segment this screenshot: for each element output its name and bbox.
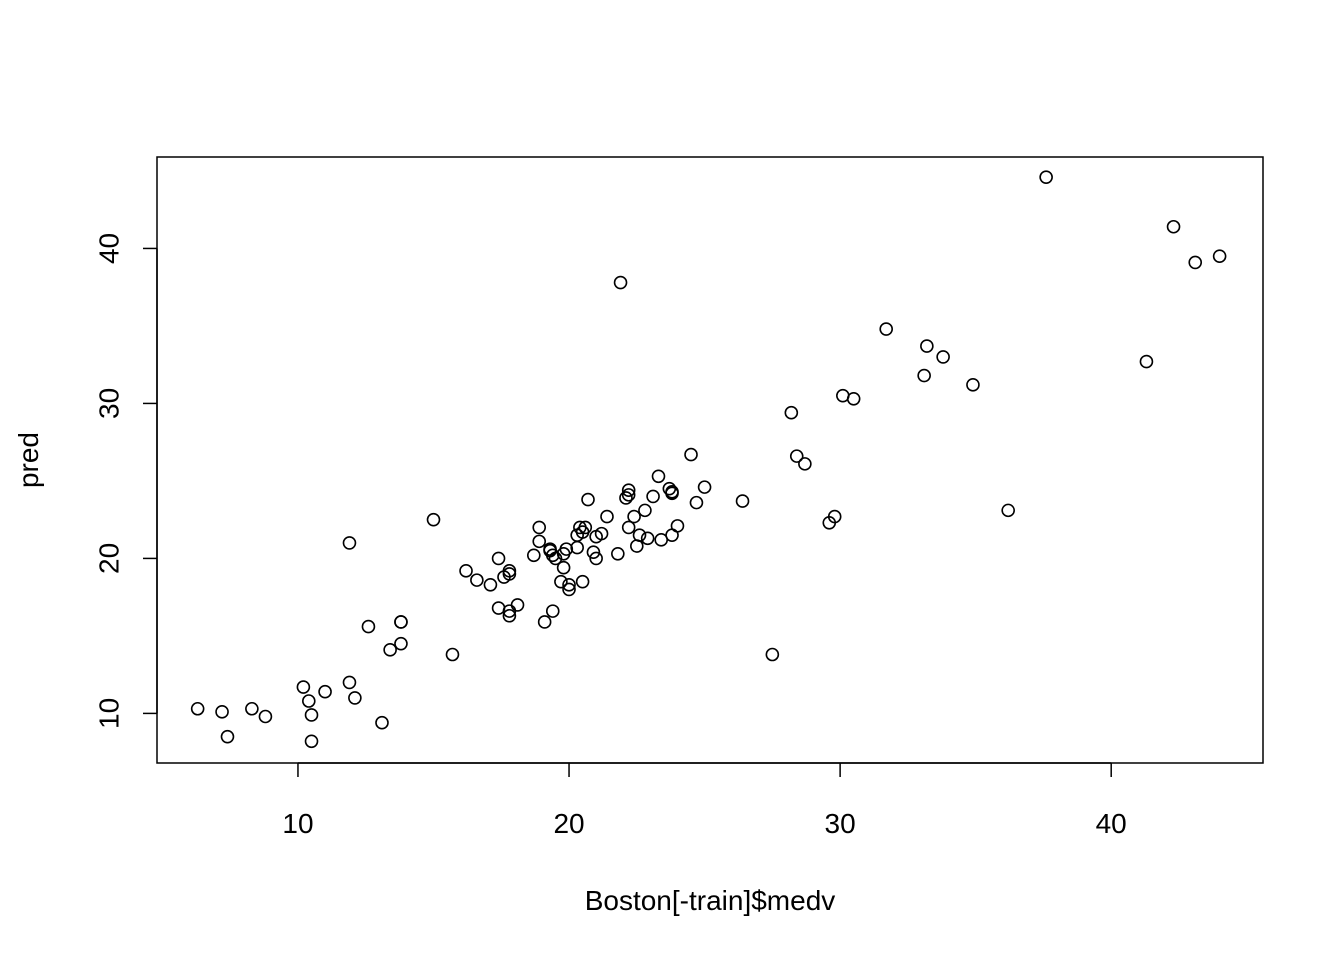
data-point	[361, 619, 376, 634]
data-point	[697, 480, 712, 494]
data-point	[554, 574, 568, 589]
data-point	[575, 574, 590, 589]
data-point	[559, 542, 574, 556]
data-point	[491, 551, 506, 566]
y-axis-label: pred	[13, 432, 44, 488]
data-point	[394, 615, 408, 629]
data-point	[920, 339, 934, 353]
data-point	[318, 684, 332, 699]
data-point	[789, 449, 804, 463]
data-point	[1166, 219, 1181, 234]
data-point	[621, 488, 636, 502]
data-point	[190, 701, 205, 716]
y-axis: 10 20 30 40	[94, 233, 158, 729]
y-tick-label: 10	[94, 698, 125, 729]
x-axis-label: Boston[-train]$medv	[585, 885, 836, 916]
data-point	[502, 564, 517, 578]
data-point	[1212, 249, 1227, 263]
data-point	[936, 350, 950, 364]
data-point	[1139, 354, 1154, 369]
data-point	[532, 520, 547, 535]
data-point	[684, 447, 698, 462]
plot-frame	[156, 156, 1264, 764]
data-point	[689, 495, 704, 510]
data-point	[611, 546, 625, 561]
data-point	[589, 551, 603, 566]
data-point	[784, 405, 799, 420]
data-point	[765, 647, 780, 662]
data-point	[578, 520, 593, 535]
data-point	[627, 509, 641, 524]
data-point	[735, 494, 750, 508]
data-point	[827, 509, 842, 524]
data-point	[375, 715, 389, 730]
data-point	[215, 705, 229, 719]
data-point	[640, 531, 655, 546]
data-point	[545, 548, 560, 563]
data-point	[600, 509, 614, 524]
data-point	[459, 564, 473, 578]
data-point	[613, 275, 628, 290]
data-point	[296, 680, 311, 694]
data-point	[966, 378, 980, 392]
y-tick-label: 20	[94, 543, 125, 574]
data-point	[581, 492, 595, 507]
data-point	[304, 734, 319, 749]
data-point	[383, 643, 397, 657]
data-point	[670, 519, 685, 533]
data-point	[220, 729, 235, 744]
data-point	[445, 647, 460, 662]
data-point	[630, 539, 644, 553]
data-point	[619, 491, 633, 505]
data-point	[651, 469, 666, 484]
data-point	[638, 503, 652, 518]
data-point	[562, 582, 576, 597]
data-point	[846, 391, 861, 406]
data-point	[302, 694, 316, 708]
data-point	[342, 536, 357, 550]
y-tick-label: 30	[94, 388, 125, 419]
x-tick-label: 20	[553, 808, 584, 839]
data-point	[526, 548, 541, 563]
x-tick-label: 10	[282, 808, 313, 839]
data-point	[537, 615, 552, 629]
data-point	[1001, 503, 1015, 518]
data-point	[556, 560, 571, 575]
data-points	[190, 170, 1227, 749]
data-point	[586, 545, 601, 560]
data-point	[621, 520, 636, 535]
data-point	[510, 598, 525, 612]
data-point	[245, 701, 259, 716]
data-point	[665, 484, 679, 499]
data-point	[562, 577, 576, 592]
data-point	[548, 551, 563, 566]
data-point	[917, 368, 931, 383]
data-point	[594, 526, 609, 541]
data-point	[545, 604, 560, 618]
data-point	[1188, 255, 1203, 270]
data-point	[1039, 170, 1053, 184]
data-point	[394, 636, 408, 651]
data-point	[879, 322, 894, 336]
data-point	[570, 540, 584, 555]
y-tick-label: 40	[94, 233, 125, 264]
data-point	[348, 691, 362, 705]
data-point	[483, 577, 498, 592]
data-point	[304, 708, 319, 722]
data-point	[426, 512, 441, 527]
data-point	[258, 709, 273, 724]
x-tick-label: 40	[1096, 808, 1127, 839]
data-point	[342, 675, 357, 690]
data-point	[798, 457, 812, 471]
data-point	[502, 608, 517, 623]
x-tick-label: 30	[825, 808, 856, 839]
data-point	[532, 534, 547, 549]
data-point	[621, 483, 636, 498]
data-point	[470, 573, 484, 587]
x-axis: 10 20 30 40	[282, 762, 1127, 839]
data-point	[646, 489, 660, 504]
data-point	[632, 528, 647, 542]
